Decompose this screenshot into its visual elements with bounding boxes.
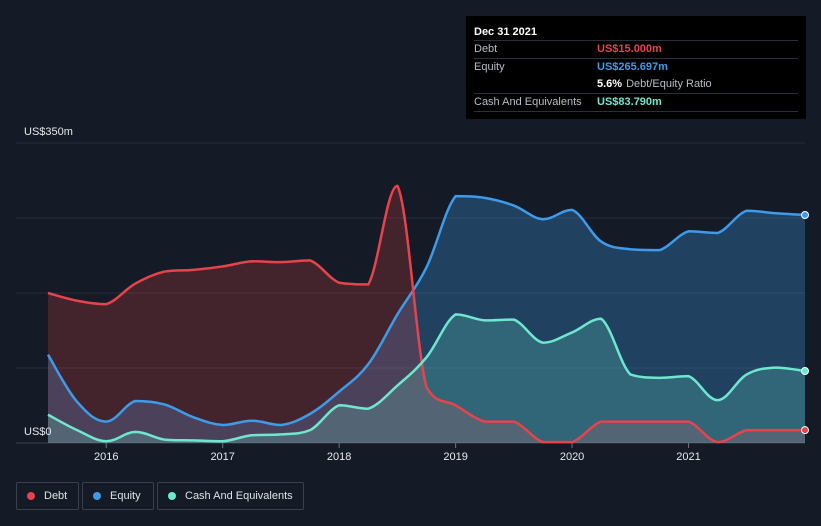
tooltip-cash-label: Cash And Equivalents: [474, 96, 582, 108]
cash-endpoint[interactable]: [801, 367, 809, 375]
x-tick-label: 2019: [443, 451, 467, 463]
debt-line: [47, 184, 805, 444]
tooltip-cash-value: US$83.790m: [597, 96, 662, 108]
x-tick-label: 2018: [327, 451, 351, 463]
legend-cash[interactable]: Cash And Equivalents: [157, 482, 304, 510]
x-tick-label: 2021: [676, 451, 700, 463]
equity-area: [48, 196, 805, 443]
cash-dot-icon: [168, 492, 176, 500]
tooltip-ratio-value: 5.6%: [597, 78, 623, 90]
legend-debt[interactable]: Debt: [16, 482, 79, 510]
x-tick-label: 2016: [94, 451, 118, 463]
legend-cash-label: Cash And Equivalents: [185, 490, 293, 502]
tooltip-debt-label: Debt: [474, 43, 498, 55]
tooltip-row-ratio: 5.6% Debt/Equity Ratio: [474, 76, 798, 93]
tooltip-row-debt: Debt US$15.000m: [474, 40, 798, 58]
x-tick-label: 2020: [560, 451, 584, 463]
tooltip-row-cash: Cash And Equivalents US$83.790m: [474, 93, 798, 112]
tooltip-debt-value: US$15.000m: [597, 43, 662, 55]
legend-debt-label: Debt: [44, 490, 68, 502]
debt-dot-icon: [27, 492, 35, 500]
legend-equity[interactable]: Equity: [82, 482, 154, 510]
y-axis-top-label: US$350m: [24, 126, 73, 138]
tooltip-date: Dec 31 2021: [474, 26, 537, 38]
equity-endpoint[interactable]: [801, 211, 809, 219]
tooltip-equity-label: Equity: [474, 61, 505, 73]
cash-line: [47, 313, 806, 443]
tooltip-ratio-label: [474, 76, 597, 93]
debt-endpoint[interactable]: [801, 426, 809, 435]
legend-equity-label: Equity: [110, 490, 141, 502]
data-tooltip: Dec 31 2021 Debt US$15.000m Equity US$26…: [466, 16, 806, 119]
equity-dot-icon: [93, 492, 101, 500]
tooltip-row-equity: Equity US$265.697m: [474, 58, 798, 76]
tooltip-equity-value: US$265.697m: [597, 61, 668, 73]
debt-area: [48, 185, 805, 443]
equity-line: [46, 194, 806, 427]
x-tick-label: 2017: [210, 451, 234, 463]
tooltip-ratio-suffix: Debt/Equity Ratio: [626, 78, 712, 90]
y-axis-bottom-label: US$0: [24, 426, 52, 438]
